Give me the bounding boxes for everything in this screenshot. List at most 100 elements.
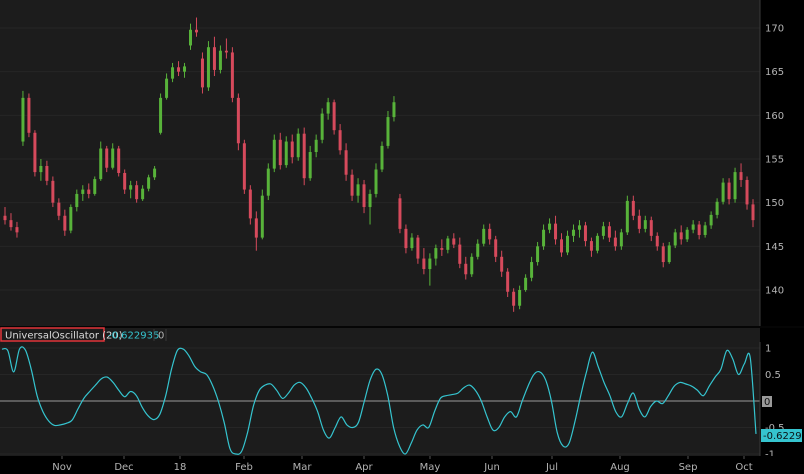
candle-body [661, 246, 665, 263]
candle [147, 174, 151, 192]
time-axis[interactable] [0, 456, 804, 474]
candle-body [655, 235, 659, 247]
candle-body [242, 143, 246, 190]
candle-body [398, 198, 402, 229]
candle [571, 224, 575, 242]
candle [260, 189, 264, 240]
price-tick-label: 165 [765, 67, 784, 78]
candle [392, 96, 396, 122]
candle [278, 132, 282, 170]
candle-body [625, 200, 629, 233]
candle-body [45, 165, 49, 181]
candle-body [284, 141, 288, 166]
panel-separator[interactable] [0, 326, 804, 328]
candle-body [189, 29, 192, 46]
candle [236, 93, 240, 151]
study-label[interactable]: UniversalOscillator (20) [5, 331, 123, 342]
candle [368, 189, 372, 225]
candle-body [601, 226, 605, 236]
candle-body [452, 238, 456, 245]
candle [99, 141, 103, 181]
candle-body [75, 193, 79, 208]
candle [9, 213, 13, 231]
candle [290, 134, 294, 164]
candle-body [153, 168, 157, 178]
candle-body [404, 228, 408, 249]
candle [200, 52, 204, 94]
candle [751, 199, 755, 228]
candle-body [751, 204, 755, 221]
candle [428, 253, 432, 286]
oscillator-panel[interactable] [0, 342, 760, 456]
candle-body [224, 50, 228, 53]
candle-body [99, 148, 103, 180]
candle [703, 221, 707, 238]
candle [27, 93, 31, 138]
candle-body [380, 145, 384, 170]
candle-body [374, 169, 378, 194]
candle [619, 228, 623, 250]
candle-body [350, 174, 354, 196]
candle [284, 136, 288, 168]
candle-body [524, 277, 528, 290]
candle-body [428, 258, 432, 270]
candle-body [290, 141, 294, 158]
candle-body [332, 102, 336, 131]
candle-body [607, 226, 611, 238]
candle [189, 23, 192, 50]
candle [631, 195, 635, 221]
candle [45, 160, 49, 186]
candle [733, 167, 737, 203]
candle [380, 141, 384, 173]
candle-body [613, 237, 617, 247]
candle [350, 169, 354, 201]
time-tick-label: Sep [679, 462, 698, 473]
candle-body [260, 195, 264, 238]
candle [476, 239, 480, 260]
candle [583, 221, 587, 247]
candle-body [266, 168, 270, 196]
price-panel[interactable] [0, 0, 760, 326]
candle-body [500, 256, 504, 272]
candle [51, 176, 55, 208]
candle-body [362, 184, 366, 208]
candle [416, 234, 420, 264]
candle-body [117, 148, 121, 173]
time-tick-label: Aug [610, 462, 630, 473]
candle [607, 221, 611, 242]
candle [254, 211, 258, 251]
candle-body [464, 263, 468, 275]
candle-body [320, 113, 324, 140]
candle [482, 224, 486, 247]
candle-body [482, 228, 486, 244]
candle [709, 211, 713, 229]
time-axis-ticks: Nov Dec 18 Feb Mar Apr May Jun Jul Aug Sep Oct [52, 456, 753, 473]
candle [194, 17, 198, 37]
candle-body [715, 201, 719, 215]
candle [643, 215, 647, 233]
candle [266, 163, 270, 201]
candle-body [69, 207, 73, 231]
candle-body [165, 78, 169, 98]
candle [727, 178, 731, 205]
candle-body [129, 185, 133, 190]
candle-body [177, 67, 181, 72]
candle-body [200, 58, 204, 88]
candle [21, 90, 25, 146]
candle [296, 128, 300, 161]
candle [434, 244, 438, 266]
candle-body [691, 224, 695, 230]
candle [518, 285, 522, 310]
candle-body [410, 237, 414, 249]
time-tick-label: Feb [235, 462, 253, 473]
candle [440, 239, 444, 256]
candle [691, 220, 695, 234]
candle [302, 127, 306, 186]
candle-body [3, 215, 7, 221]
candle [452, 233, 456, 249]
candle-body [39, 165, 43, 173]
candle-body [171, 67, 175, 79]
candle [171, 62, 175, 83]
candle-body [554, 223, 558, 240]
